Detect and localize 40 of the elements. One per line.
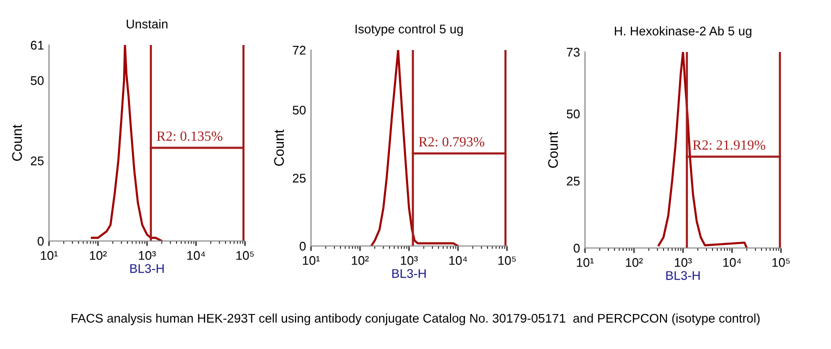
y-tick-label: 72	[292, 46, 306, 55]
x-tick-label: 10²	[90, 251, 107, 260]
y-tick-label: 50	[30, 76, 44, 85]
annotation: R2: 0.135%	[156, 131, 222, 141]
y-tick-label: 0	[300, 242, 306, 251]
y-tick-label: 0	[38, 236, 44, 246]
x-tick-label: 10²	[626, 258, 643, 267]
x-axis-title: BL3-H	[666, 271, 700, 280]
chart-title: H. Hexokinase-2 Ab 5 ug	[614, 26, 752, 38]
y-tick-label: 50	[292, 106, 306, 115]
chart-title: Unstain	[126, 19, 168, 28]
annotation: R2: 0.793%	[418, 137, 484, 147]
x-tick-label: 10⁴	[449, 256, 468, 265]
x-tick-label: 10¹	[576, 258, 594, 267]
y-tick-label: 50	[566, 110, 580, 118]
x-tick-label: 10⁵	[236, 251, 254, 260]
x-tick-label: 10¹	[302, 256, 320, 265]
x-tick-label: 10⁴	[187, 251, 206, 260]
x-tick-label: 10⁵	[772, 258, 790, 267]
y-axis-title: Count	[548, 132, 558, 168]
y-axis-title: Count	[274, 130, 284, 166]
x-tick-label: 10¹	[40, 251, 58, 260]
x-axis-title: BL3-H	[130, 264, 164, 273]
y-axis-title: Count	[12, 124, 22, 161]
x-tick-label: 10⁴	[723, 258, 742, 267]
y-tick-label: 61	[30, 40, 44, 50]
annotation: R2: 21.919%	[692, 140, 766, 150]
x-tick-label: 10³	[400, 256, 418, 265]
x-tick-label: 10⁵	[498, 256, 516, 265]
x-tick-label: 10³	[138, 251, 156, 260]
x-tick-label: 10²	[352, 256, 369, 265]
x-axis-title: BL3-H	[392, 269, 426, 278]
text: FACS analysis human HEK-293T cell using antibody conjugate Catalog No. 30179-05171 and PERCPCON (isotype control)	[72, 314, 760, 326]
y-tick-label: 73	[566, 48, 580, 57]
y-tick-label: 0	[574, 244, 580, 253]
chart-title: Isotype control 5 ug	[356, 24, 463, 36]
x-tick-label: 10³	[674, 258, 692, 267]
y-tick-label: 25	[30, 156, 44, 166]
y-tick-label: 25	[292, 174, 306, 183]
y-tick-label: 25	[566, 176, 580, 186]
